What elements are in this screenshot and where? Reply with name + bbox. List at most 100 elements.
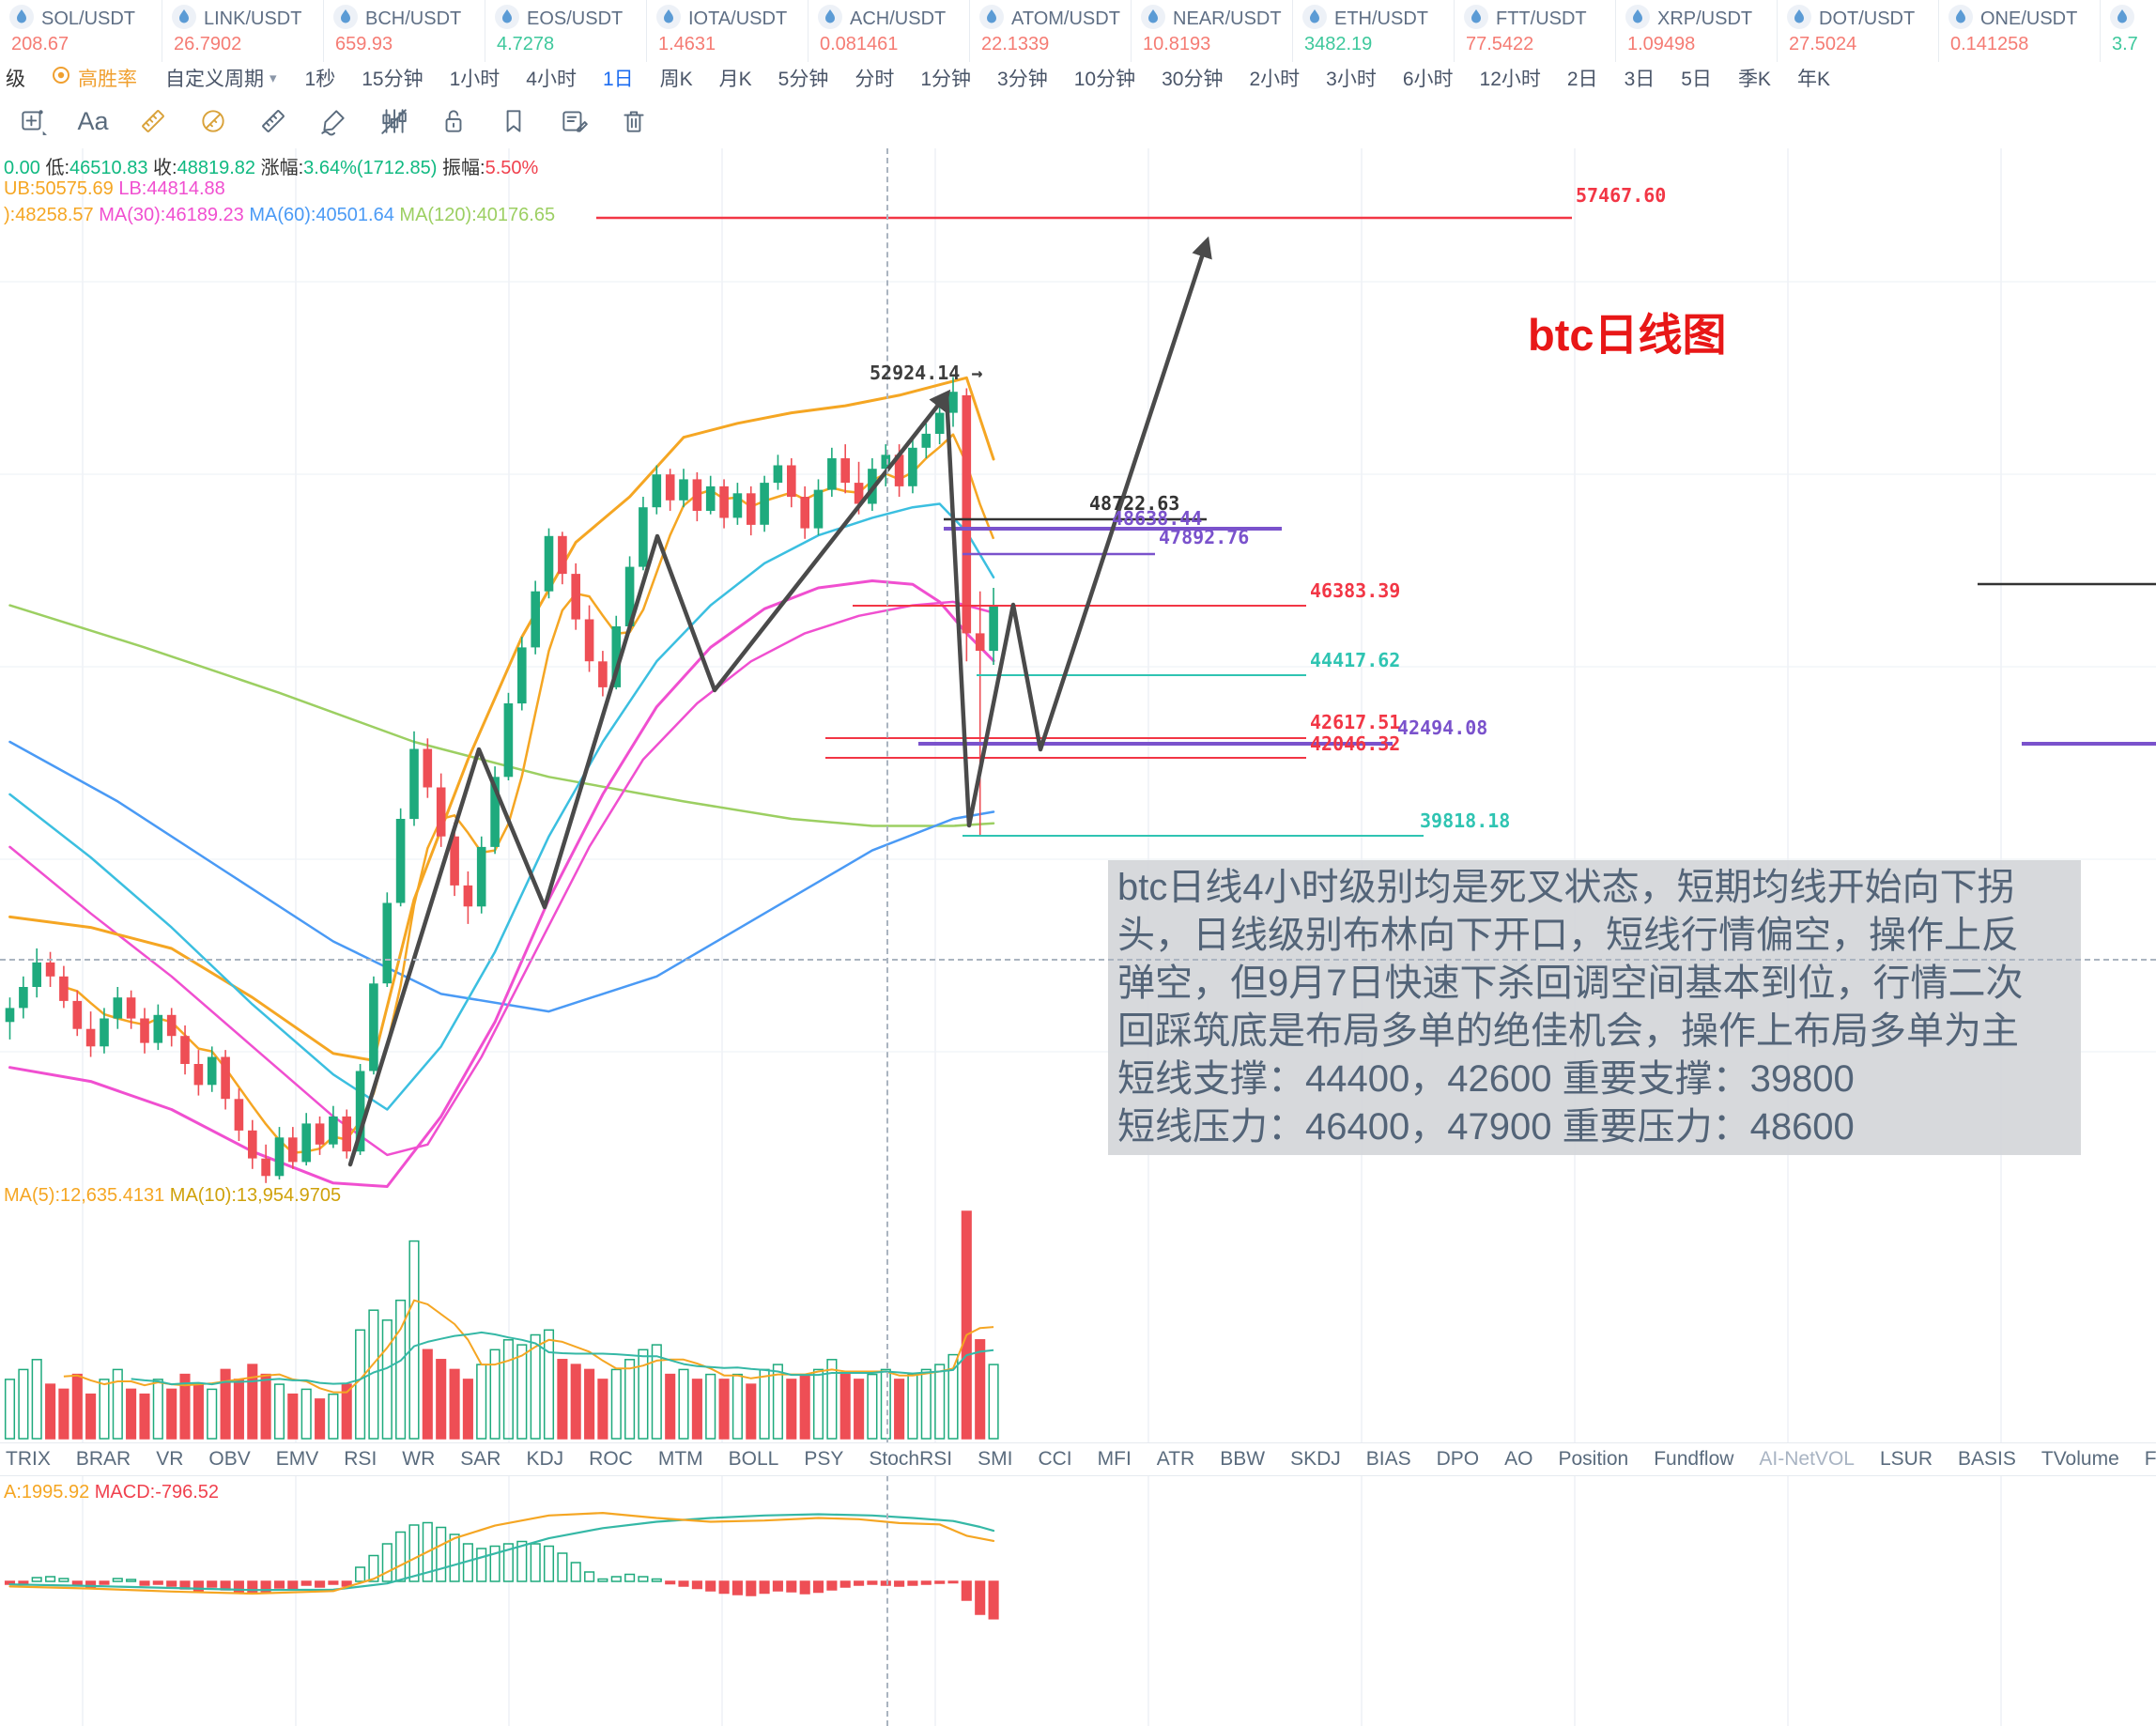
chevron-down-icon: ▾ (270, 70, 277, 86)
macd-layer (4, 1511, 999, 1620)
ticker-symbol: BCH/USDT (365, 8, 462, 29)
overlay-lines-layer (8, 376, 995, 1188)
compare-candles-tool[interactable] (374, 101, 413, 141)
text-tool[interactable]: Aa (77, 106, 109, 135)
ticker-partial[interactable]: 3.7 (2100, 0, 2156, 62)
tab-SMI[interactable]: SMI (978, 1448, 1013, 1470)
ticker-symbol: ONE/USDT (1980, 8, 2078, 29)
tab-TRIX[interactable]: TRIX (6, 1448, 51, 1470)
ticker-ACH/USDT[interactable]: ACH/USDT 0.081461 (808, 0, 969, 62)
info-segment: 46510.83 (69, 158, 154, 178)
ticker-ATOM/USDT[interactable]: ATOM/USDT 22.1339 (969, 0, 1131, 62)
ticker-ETH/USDT[interactable]: ETH/USDT 3482.19 (1292, 0, 1454, 62)
timeframe-2日[interactable]: 2日 (1566, 69, 1598, 90)
tab-BASIS[interactable]: BASIS (1958, 1448, 2016, 1470)
tab-StochRSI[interactable]: StochRSI (869, 1448, 953, 1470)
bookmark-tool[interactable] (494, 101, 533, 141)
timeframe-1分钟[interactable]: 1分钟 (920, 69, 972, 90)
tab-AO[interactable]: AO (1504, 1448, 1533, 1470)
ruler-tool[interactable] (254, 101, 293, 141)
tab-DPO[interactable]: DPO (1436, 1448, 1480, 1470)
win-rate-button[interactable]: 高胜率 (50, 64, 137, 92)
ticker-symbol: IOTA/USDT (688, 8, 788, 29)
timeframe-5分钟[interactable]: 5分钟 (778, 69, 829, 90)
tab-LSUR[interactable]: LSUR (1879, 1448, 1933, 1470)
tab-ROC[interactable]: ROC (589, 1448, 633, 1470)
timeframe-周K[interactable]: 周K (659, 69, 693, 90)
ticker-symbol: LINK/USDT (204, 8, 302, 29)
tab-ATR[interactable]: ATR (1156, 1448, 1195, 1470)
timeframe-3分钟[interactable]: 3分钟 (997, 69, 1048, 90)
tab-BIAS[interactable]: BIAS (1365, 1448, 1411, 1470)
timeframe-3日[interactable]: 3日 (1624, 69, 1656, 90)
ticker-NEAR/USDT[interactable]: NEAR/USDT 10.8193 (1131, 0, 1292, 62)
tab-BRAR[interactable]: BRAR (75, 1448, 131, 1470)
timeframe-1秒[interactable]: 1秒 (304, 69, 336, 90)
ticker-IOTA/USDT[interactable]: IOTA/USDT 1.4631 (646, 0, 808, 62)
timeframe-分时[interactable]: 分时 (855, 69, 895, 90)
timeframe-4小时[interactable]: 4小时 (526, 69, 577, 90)
tab-Position[interactable]: Position (1558, 1448, 1629, 1470)
tab-RSI[interactable]: RSI (344, 1448, 377, 1470)
timeframe-5日[interactable]: 5日 (1681, 69, 1712, 90)
ticker-price: 0.141258 (1950, 34, 2029, 54)
tab-SAR[interactable]: SAR (460, 1448, 501, 1470)
ticker-ONE/USDT[interactable]: ONE/USDT 0.141258 (1938, 0, 2100, 62)
ticker-symbol: ACH/USDT (850, 8, 947, 29)
timeframe-年K[interactable]: 年K (1796, 69, 1830, 90)
tab-FTBS[interactable]: FTBS (2144, 1448, 2156, 1470)
ticker-price: 208.67 (11, 34, 69, 54)
ticker-SOL/USDT[interactable]: SOL/USDT 208.67 (0, 0, 162, 62)
ticker-price: 10.8193 (1143, 34, 1211, 54)
price-annotation: 39818.18 (1420, 809, 1511, 832)
tab-BBW[interactable]: BBW (1220, 1448, 1266, 1470)
ticker-LINK/USDT[interactable]: LINK/USDT 26.7902 (162, 0, 323, 62)
brush-tool[interactable] (314, 101, 353, 141)
timeframe-月K[interactable]: 月K (718, 69, 752, 90)
ticker-symbol: DOT/USDT (1819, 8, 1916, 29)
ticker-BCH/USDT[interactable]: BCH/USDT 659.93 (323, 0, 485, 62)
timeframe-30分钟[interactable]: 30分钟 (1162, 69, 1224, 90)
ticker-FTT/USDT[interactable]: FTT/USDT 77.5422 (1454, 0, 1615, 62)
info-segment: LB:44814.88 (118, 178, 225, 199)
ticker-XRP/USDT[interactable]: XRP/USDT 1.09498 (1615, 0, 1777, 62)
tab-WR[interactable]: WR (402, 1448, 436, 1470)
ticker-EOS/USDT[interactable]: EOS/USDT 4.7278 (485, 0, 646, 62)
tab-AI-NetVOL[interactable]: AI-NetVOL (1759, 1448, 1855, 1470)
timeframe-1小时[interactable]: 1小时 (449, 69, 500, 90)
tab-EMV[interactable]: EMV (275, 1448, 319, 1470)
tab-TVolume[interactable]: TVolume (2040, 1448, 2119, 1470)
tab-BOLL[interactable]: BOLL (728, 1448, 779, 1470)
coin-icon (9, 4, 34, 34)
custom-period-dropdown[interactable]: 自定义周期 ▾ (165, 64, 277, 92)
price-annotation: 42046.32 (1310, 732, 1401, 755)
order-note-tool[interactable] (554, 101, 593, 141)
timeframe-2小时[interactable]: 2小时 (1249, 69, 1301, 90)
timeframe-6小时[interactable]: 6小时 (1402, 69, 1454, 90)
timeframe-12小时[interactable]: 12小时 (1479, 69, 1541, 90)
select-tool[interactable] (13, 101, 53, 141)
tab-PSY[interactable]: PSY (804, 1448, 844, 1470)
tab-SKDJ[interactable]: SKDJ (1290, 1448, 1341, 1470)
info-segment: MA(10):13,954.9705 (169, 1185, 342, 1206)
tab-MFI[interactable]: MFI (1097, 1448, 1132, 1470)
ruler-gold-tool[interactable] (133, 101, 173, 141)
tab-KDJ[interactable]: KDJ (526, 1448, 564, 1470)
timeframe-1日[interactable]: 1日 (602, 69, 634, 90)
timeframe-10分钟[interactable]: 10分钟 (1073, 69, 1136, 90)
protractor-tool[interactable] (193, 101, 233, 141)
info-segment: MA(5):12,635.4131 (4, 1185, 170, 1206)
tab-MTM[interactable]: MTM (657, 1448, 703, 1470)
tab-VR[interactable]: VR (156, 1448, 184, 1470)
ticker-price: 77.5422 (1466, 34, 1534, 54)
timeframe-季K[interactable]: 季K (1737, 69, 1771, 90)
timeframe-15分钟[interactable]: 15分钟 (362, 69, 424, 90)
info-segment: MA(30):46189.23 (99, 205, 250, 225)
tab-OBV[interactable]: OBV (208, 1448, 251, 1470)
tab-CCI[interactable]: CCI (1038, 1448, 1072, 1470)
tab-Fundflow[interactable]: Fundflow (1654, 1448, 1734, 1470)
timeframe-3小时[interactable]: 3小时 (1326, 69, 1377, 90)
lock-tool[interactable] (434, 101, 473, 141)
delete-tool[interactable] (614, 101, 654, 141)
ticker-DOT/USDT[interactable]: DOT/USDT 27.5024 (1777, 0, 1938, 62)
